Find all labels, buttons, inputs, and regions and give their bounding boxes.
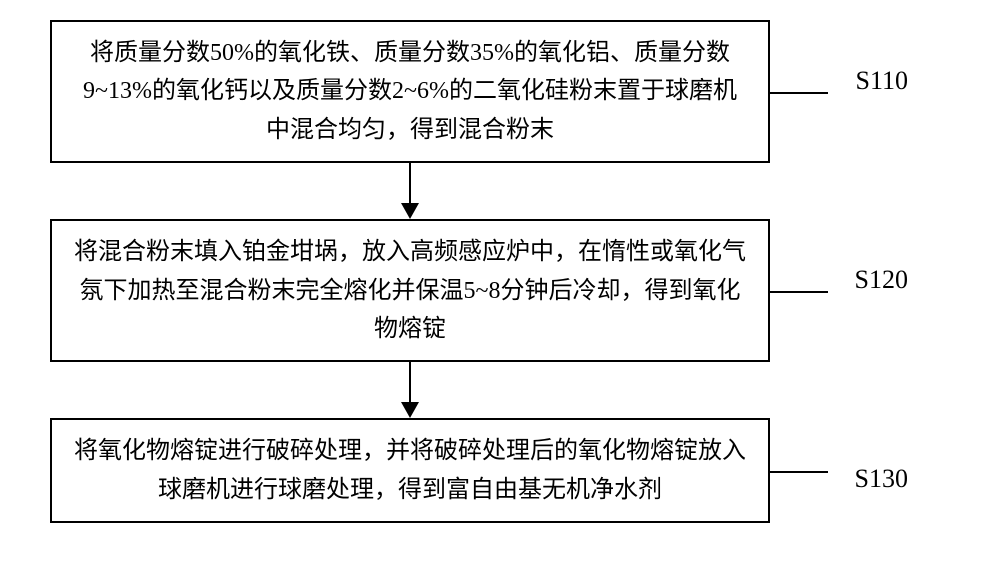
- flow-arrow: [50, 362, 770, 418]
- flow-arrow: [50, 163, 770, 219]
- step-label-s130: S130: [855, 458, 908, 500]
- arrow-shaft: [409, 362, 411, 404]
- flow-step-s120: 将混合粉末填入铂金坩埚，放入高频感应炉中，在惰性或氧化气氛下加热至混合粉末完全熔…: [50, 219, 770, 362]
- connector-line: [768, 92, 828, 94]
- flowchart-container: 将质量分数50%的氧化铁、质量分数35%的氧化铝、质量分数9~13%的氧化钙以及…: [50, 20, 950, 523]
- connector-line: [768, 291, 828, 293]
- arrow-shaft: [409, 163, 411, 205]
- connector-line: [768, 471, 828, 473]
- arrow-head-icon: [401, 203, 419, 219]
- arrow-head-icon: [401, 402, 419, 418]
- flow-step-s130: 将氧化物熔锭进行破碎处理，并将破碎处理后的氧化物熔锭放入球磨机进行球磨处理，得到…: [50, 418, 770, 523]
- flow-step-s110: 将质量分数50%的氧化铁、质量分数35%的氧化铝、质量分数9~13%的氧化钙以及…: [50, 20, 770, 163]
- step-label-s120: S120: [855, 259, 908, 301]
- step-label-s110: S110: [856, 60, 909, 102]
- flow-step-text: 将质量分数50%的氧化铁、质量分数35%的氧化铝、质量分数9~13%的氧化钙以及…: [72, 34, 748, 149]
- flow-step-text: 将混合粉末填入铂金坩埚，放入高频感应炉中，在惰性或氧化气氛下加热至混合粉末完全熔…: [72, 233, 748, 348]
- flow-step-text: 将氧化物熔锭进行破碎处理，并将破碎处理后的氧化物熔锭放入球磨机进行球磨处理，得到…: [72, 432, 748, 509]
